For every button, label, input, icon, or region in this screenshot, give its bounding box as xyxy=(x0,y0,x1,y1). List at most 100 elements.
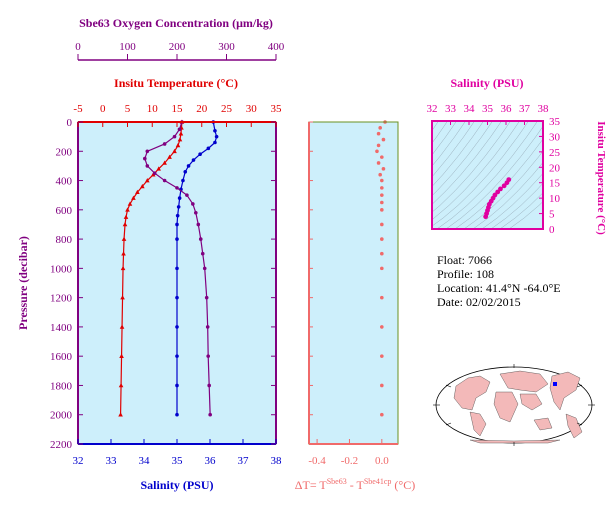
temperature-point xyxy=(177,137,183,142)
ts-salinity-tick-label: 32 xyxy=(427,103,438,115)
temperature-point xyxy=(119,324,125,329)
oxygen-tick-label: 100 xyxy=(119,41,136,53)
ts-salinity-tick-label: 33 xyxy=(445,103,457,115)
temperature-point xyxy=(118,412,123,417)
temperature-point xyxy=(121,236,127,241)
temperature-tick-label: 25 xyxy=(221,103,233,115)
ts-salinity-tick-label: 38 xyxy=(538,103,550,115)
ts-point xyxy=(498,186,503,192)
temperature-tick-label: 30 xyxy=(246,103,258,115)
world-map xyxy=(433,364,595,446)
ts-contour xyxy=(432,121,493,197)
ts-temperature-tick-label: 15 xyxy=(549,178,561,190)
oxygen-point xyxy=(152,171,157,176)
salinity-point xyxy=(175,213,180,218)
ts-contour xyxy=(508,201,543,229)
temperature-point xyxy=(120,265,126,271)
salinity-axis-title: Salinity (PSU) xyxy=(140,478,213,492)
oxygen-axis-title: Sbe63 Oxygen Concentration (μm/kg) xyxy=(79,16,273,30)
delta-point xyxy=(378,126,383,130)
delta-point xyxy=(380,354,384,358)
temperature-point xyxy=(120,295,125,300)
oxygen-point xyxy=(204,295,209,300)
ts-temperature-tick-label: 0 xyxy=(549,224,555,236)
pressure-tick-label: 2200 xyxy=(50,439,73,451)
ts-salinity-tick-label: 35 xyxy=(482,103,494,115)
salinity-point xyxy=(175,295,179,300)
temperature-point xyxy=(131,195,136,200)
salinity-point xyxy=(181,178,185,183)
salinity-point xyxy=(186,164,191,168)
pressure-tick-label: 1600 xyxy=(50,351,73,363)
temperature-point xyxy=(123,214,129,219)
date-label: Date: 02/02/2015 xyxy=(437,295,521,309)
pressure-tick-label: 400 xyxy=(56,176,73,188)
delta-point xyxy=(380,412,384,417)
oxygen-point xyxy=(172,134,177,139)
temperature-point xyxy=(121,251,126,256)
delta-point xyxy=(380,251,384,256)
delta-point xyxy=(376,161,381,165)
salinity-point xyxy=(213,128,217,133)
salinity-point xyxy=(176,205,181,209)
oxygen-point xyxy=(200,251,205,256)
ts-contour xyxy=(432,121,484,187)
ts-contour xyxy=(432,121,520,220)
delta-title-mid: - T xyxy=(347,478,365,492)
pressure-tick-label: 600 xyxy=(56,205,73,217)
temperature-point xyxy=(135,189,140,195)
salinity-point xyxy=(191,158,196,162)
salinity-point xyxy=(198,152,202,156)
oxygen-tick-label: 400 xyxy=(268,41,285,53)
temperature-point xyxy=(162,160,167,165)
ts-contour xyxy=(436,121,538,229)
pressure-tick-label: 1000 xyxy=(50,263,73,275)
float-location-marker xyxy=(553,382,557,386)
ts-temperature-tick-label: 20 xyxy=(549,162,561,174)
pressure-tick-label: 200 xyxy=(56,146,73,158)
ts-salinity-tick-label: 37 xyxy=(519,103,531,115)
delta-panel-bg xyxy=(309,122,398,444)
temperature-tick-label: 10 xyxy=(147,103,159,115)
ts-contour xyxy=(499,192,543,229)
delta-title-sup2: Sbe41cp xyxy=(364,477,392,486)
delta-point xyxy=(380,193,384,197)
ts-temperature-tick-label: 30 xyxy=(549,131,561,143)
temperature-point xyxy=(127,201,133,206)
temperature-point xyxy=(167,154,172,159)
salinity-tick-label: 37 xyxy=(238,455,250,467)
ts-temperature-tick-label: 35 xyxy=(549,116,561,128)
ts-contour xyxy=(463,150,543,229)
ts-contour xyxy=(472,162,543,229)
temperature-tick-label: -5 xyxy=(73,103,83,115)
oxygen-point xyxy=(206,354,210,358)
delta-point xyxy=(381,167,386,171)
oxygen-point xyxy=(177,127,182,132)
ts-contour xyxy=(490,183,543,229)
salinity-point xyxy=(175,354,179,358)
salinity-point xyxy=(206,146,211,151)
temperature-point xyxy=(175,142,181,148)
oxygen-point xyxy=(208,412,212,417)
ts-contour xyxy=(454,138,543,229)
pressure-tick-label: 0 xyxy=(67,117,73,129)
temperature-tick-label: 20 xyxy=(196,103,208,115)
temperature-point xyxy=(178,131,184,136)
salinity-point xyxy=(183,169,188,174)
temperature-point xyxy=(140,183,145,189)
salinity-tick-label: 38 xyxy=(271,455,283,467)
delta-point xyxy=(378,172,383,177)
oxygen-point xyxy=(196,222,201,227)
delta-title-unit: (°C) xyxy=(391,478,415,492)
location-label: Location: 41.4°N -64.0°E xyxy=(437,281,561,295)
delta-point xyxy=(381,137,386,142)
oxygen-point xyxy=(185,193,189,197)
ts-contour xyxy=(432,121,502,205)
delta-point xyxy=(380,155,384,159)
temperature-point xyxy=(125,207,130,212)
pressure-tick-label: 1400 xyxy=(50,322,73,334)
delta-point xyxy=(375,149,379,154)
temperature-point xyxy=(150,172,156,177)
oxygen-point xyxy=(194,210,198,215)
